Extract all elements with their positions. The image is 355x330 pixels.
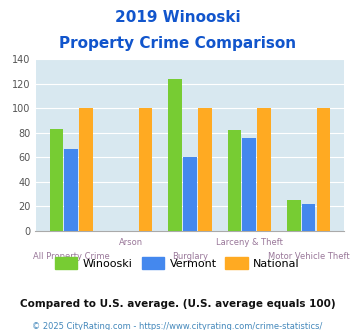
Bar bbox=[168, 79, 182, 231]
Bar bbox=[317, 109, 330, 231]
Bar bbox=[50, 129, 63, 231]
Bar bbox=[287, 200, 301, 231]
Bar bbox=[228, 130, 241, 231]
Text: Motor Vehicle Theft: Motor Vehicle Theft bbox=[268, 251, 349, 261]
Text: Property Crime Comparison: Property Crime Comparison bbox=[59, 36, 296, 51]
Text: Arson: Arson bbox=[119, 238, 143, 247]
Bar bbox=[302, 204, 316, 231]
Legend: Winooski, Vermont, National: Winooski, Vermont, National bbox=[51, 253, 304, 273]
Bar bbox=[198, 109, 212, 231]
Bar bbox=[64, 149, 78, 231]
Bar bbox=[257, 109, 271, 231]
Text: All Property Crime: All Property Crime bbox=[33, 251, 110, 261]
Text: 2019 Winooski: 2019 Winooski bbox=[115, 10, 240, 25]
Text: Larceny & Theft: Larceny & Theft bbox=[216, 238, 283, 247]
Text: © 2025 CityRating.com - https://www.cityrating.com/crime-statistics/: © 2025 CityRating.com - https://www.city… bbox=[32, 322, 323, 330]
Text: Burglary: Burglary bbox=[172, 251, 208, 261]
Bar bbox=[183, 157, 197, 231]
Bar bbox=[138, 109, 152, 231]
Bar bbox=[242, 138, 256, 231]
Text: Compared to U.S. average. (U.S. average equals 100): Compared to U.S. average. (U.S. average … bbox=[20, 299, 335, 309]
Bar bbox=[79, 109, 93, 231]
